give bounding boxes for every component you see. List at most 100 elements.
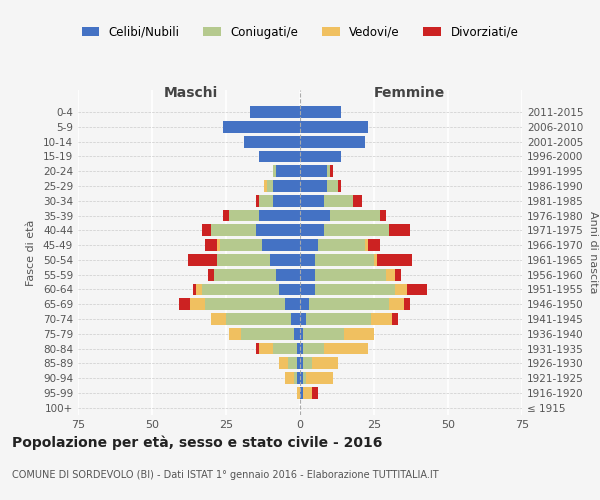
Bar	[211, 313, 226, 325]
Bar	[326, 180, 338, 192]
Bar	[377, 254, 412, 266]
Bar	[268, 180, 274, 192]
Bar	[285, 298, 300, 310]
Bar	[300, 387, 303, 399]
Bar	[256, 342, 259, 354]
Bar	[392, 313, 398, 325]
Bar	[309, 298, 389, 310]
Text: Maschi: Maschi	[163, 86, 218, 101]
Bar	[250, 106, 300, 118]
Bar	[274, 342, 297, 354]
Bar	[297, 358, 300, 369]
Bar	[353, 195, 362, 206]
Bar	[323, 224, 389, 236]
Bar	[300, 284, 315, 296]
Bar	[365, 239, 368, 251]
Bar	[407, 284, 427, 296]
Bar	[179, 298, 190, 310]
Bar	[300, 268, 315, 280]
Bar	[205, 239, 217, 251]
Bar	[300, 239, 318, 251]
Text: COMUNE DI SORDEVOLO (BI) - Dati ISTAT 1° gennaio 2016 - Elaborazione TUTTITALIA.: COMUNE DI SORDEVOLO (BI) - Dati ISTAT 1°…	[12, 470, 439, 480]
Y-axis label: Anni di nascita: Anni di nascita	[587, 211, 598, 294]
Bar	[202, 224, 211, 236]
Bar	[303, 372, 306, 384]
Bar	[300, 106, 341, 118]
Bar	[303, 328, 344, 340]
Bar	[300, 166, 326, 177]
Bar	[374, 254, 377, 266]
Bar	[318, 239, 365, 251]
Bar	[380, 210, 386, 222]
Bar	[294, 328, 300, 340]
Bar	[241, 328, 294, 340]
Bar	[297, 387, 300, 399]
Bar	[208, 268, 214, 280]
Bar	[300, 358, 303, 369]
Bar	[217, 239, 220, 251]
Bar	[223, 210, 229, 222]
Bar	[344, 328, 374, 340]
Bar	[326, 166, 329, 177]
Bar	[300, 328, 303, 340]
Bar	[300, 224, 323, 236]
Bar	[315, 284, 395, 296]
Y-axis label: Fasce di età: Fasce di età	[26, 220, 36, 286]
Bar	[262, 239, 300, 251]
Bar	[277, 166, 300, 177]
Bar	[259, 210, 300, 222]
Bar	[259, 195, 274, 206]
Bar	[274, 180, 300, 192]
Bar	[256, 224, 300, 236]
Bar	[265, 180, 268, 192]
Bar	[300, 254, 315, 266]
Bar	[329, 210, 380, 222]
Bar	[271, 254, 300, 266]
Bar	[323, 342, 368, 354]
Bar	[312, 358, 338, 369]
Bar	[294, 372, 297, 384]
Bar	[329, 166, 332, 177]
Bar	[312, 387, 318, 399]
Bar	[229, 210, 259, 222]
Bar	[303, 342, 323, 354]
Bar	[274, 195, 300, 206]
Bar	[226, 313, 291, 325]
Bar	[389, 224, 410, 236]
Bar	[300, 372, 303, 384]
Bar	[306, 372, 332, 384]
Bar	[386, 268, 395, 280]
Bar	[300, 136, 365, 147]
Legend: Celibi/Nubili, Coniugati/e, Vedovi/e, Divorziati/e: Celibi/Nubili, Coniugati/e, Vedovi/e, Di…	[77, 21, 523, 44]
Bar	[259, 150, 300, 162]
Bar	[306, 313, 371, 325]
Bar	[303, 387, 312, 399]
Bar	[300, 121, 368, 133]
Bar	[291, 313, 300, 325]
Bar	[315, 268, 386, 280]
Bar	[259, 342, 274, 354]
Bar	[300, 210, 329, 222]
Text: Popolazione per età, sesso e stato civile - 2016: Popolazione per età, sesso e stato civil…	[12, 435, 382, 450]
Bar	[288, 358, 297, 369]
Bar	[303, 358, 312, 369]
Bar	[285, 372, 294, 384]
Bar	[188, 254, 217, 266]
Bar	[274, 166, 277, 177]
Bar	[389, 298, 404, 310]
Bar	[196, 284, 202, 296]
Bar	[217, 254, 271, 266]
Text: Femmine: Femmine	[374, 86, 445, 101]
Bar	[300, 342, 303, 354]
Bar	[395, 284, 407, 296]
Bar	[211, 224, 256, 236]
Bar	[229, 328, 241, 340]
Bar	[338, 180, 341, 192]
Bar	[368, 239, 380, 251]
Bar	[214, 268, 277, 280]
Bar	[300, 150, 341, 162]
Bar	[220, 239, 262, 251]
Bar	[223, 121, 300, 133]
Bar	[300, 313, 306, 325]
Bar	[193, 284, 196, 296]
